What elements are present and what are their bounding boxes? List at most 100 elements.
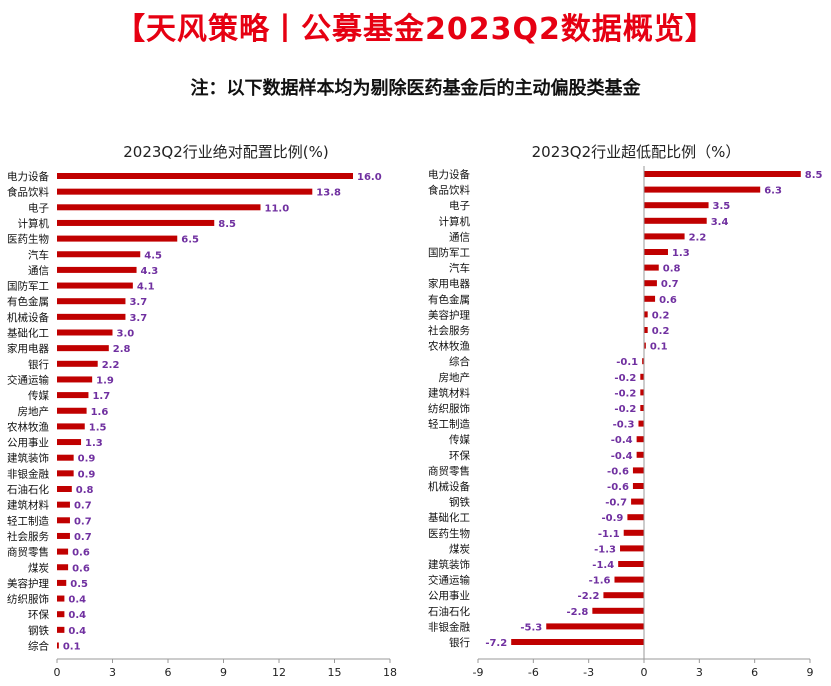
category-label: 银行 — [28, 358, 49, 371]
bar — [57, 266, 137, 273]
category-label: 建筑装饰 — [428, 558, 470, 571]
category-label: 通信 — [28, 265, 49, 277]
value-label: 0.5 — [70, 579, 88, 590]
category-label: 建筑装饰 — [7, 452, 49, 465]
value-label: 1.9 — [96, 375, 114, 386]
value-label: -2.8 — [566, 607, 588, 618]
chart-title: 2023Q2行业绝对配置比例(%) — [123, 143, 328, 161]
value-label: -0.3 — [613, 420, 635, 431]
bar — [644, 264, 659, 271]
bar — [57, 345, 109, 352]
category-label: 计算机 — [18, 217, 50, 230]
value-label: 8.5 — [218, 219, 236, 230]
category-label: 医药生物 — [428, 527, 470, 540]
category-label: 煤炭 — [449, 542, 470, 555]
category-label: 美容护理 — [428, 308, 470, 321]
x-tick-label: 9 — [220, 666, 227, 679]
value-label: -0.2 — [614, 373, 636, 384]
bar — [57, 626, 65, 633]
value-label: -0.1 — [616, 357, 638, 368]
value-label: 1.3 — [85, 438, 103, 449]
category-label: 家用电器 — [7, 342, 49, 355]
value-label: 0.1 — [650, 342, 668, 353]
category-label: 石油石化 — [428, 605, 470, 618]
bar — [632, 467, 644, 474]
category-label: 轻工制造 — [7, 514, 49, 527]
value-label: 6.3 — [764, 186, 782, 197]
category-label: 家用电器 — [428, 277, 470, 290]
value-label: 2.2 — [102, 360, 120, 371]
value-label: -7.2 — [485, 638, 507, 649]
bar — [618, 561, 644, 567]
category-label: 公用事业 — [7, 436, 49, 449]
value-label: -1.4 — [592, 560, 614, 571]
value-label: -0.4 — [611, 435, 633, 446]
bar — [57, 329, 113, 336]
bar — [636, 436, 644, 443]
bar — [632, 483, 644, 489]
bar — [57, 173, 353, 179]
bar — [57, 204, 261, 211]
value-label: 4.1 — [137, 282, 155, 293]
value-label: 11.0 — [265, 203, 290, 214]
bar — [644, 295, 656, 302]
value-label: 0.8 — [76, 485, 94, 496]
value-label: 1.6 — [91, 407, 109, 418]
category-label: 钢铁 — [28, 624, 49, 637]
value-label: 0.7 — [74, 501, 92, 512]
x-tick-label: 3 — [109, 666, 116, 679]
bar — [57, 313, 126, 320]
category-label: 电子 — [28, 201, 49, 214]
bar — [57, 486, 72, 492]
value-label: 0.9 — [78, 454, 96, 465]
category-label: 银行 — [449, 636, 470, 649]
value-label: 1.7 — [92, 391, 110, 402]
value-label: 16.0 — [357, 172, 382, 183]
value-label: 1.3 — [672, 248, 690, 259]
value-label: 6.5 — [181, 235, 199, 246]
bar — [644, 249, 668, 255]
category-label: 建筑材料 — [428, 386, 470, 399]
value-label: 4.3 — [141, 266, 159, 277]
value-label: 0.7 — [74, 532, 92, 543]
bar — [57, 235, 178, 242]
bar — [57, 407, 87, 414]
x-tick-label: 15 — [328, 666, 342, 679]
chart-title: 2023Q2行业超低配比例（%） — [532, 143, 741, 161]
category-label: 公用事业 — [428, 589, 470, 602]
bar — [57, 470, 74, 477]
page-title: 【天风策略丨公募基金2023Q2数据概览】 — [115, 12, 716, 47]
category-label: 机械设备 — [7, 311, 49, 324]
x-tick-label: -6 — [528, 666, 539, 679]
bar — [640, 405, 644, 411]
bar — [623, 529, 644, 536]
value-label: -0.7 — [605, 498, 627, 509]
category-label: 通信 — [449, 231, 470, 243]
category-label: 食品饮料 — [7, 186, 49, 199]
value-label: 0.1 — [63, 642, 81, 653]
bar — [57, 611, 65, 618]
category-label: 商贸零售 — [7, 546, 49, 559]
x-tick-label: 9 — [807, 666, 814, 679]
category-label: 农林牧渔 — [428, 340, 470, 353]
value-label: -1.1 — [598, 529, 620, 540]
value-label: 0.8 — [663, 264, 681, 275]
bar — [644, 171, 801, 177]
category-label: 房地产 — [18, 405, 50, 418]
category-label: 国防军工 — [428, 246, 470, 259]
category-label: 社会服务 — [428, 324, 470, 337]
bar — [57, 517, 70, 524]
category-label: 纺织服饰 — [428, 402, 470, 415]
bar — [644, 233, 685, 240]
value-label: -0.6 — [607, 482, 629, 493]
value-label: 3.0 — [117, 329, 135, 340]
value-label: 0.4 — [68, 610, 86, 621]
bar — [644, 280, 657, 287]
category-label: 交通运输 — [7, 373, 49, 386]
value-label: 3.5 — [713, 201, 731, 212]
category-label: 环保 — [449, 449, 470, 462]
bar — [57, 454, 74, 461]
bar — [57, 219, 215, 226]
category-label: 医药生物 — [7, 233, 49, 246]
bar — [627, 514, 644, 521]
